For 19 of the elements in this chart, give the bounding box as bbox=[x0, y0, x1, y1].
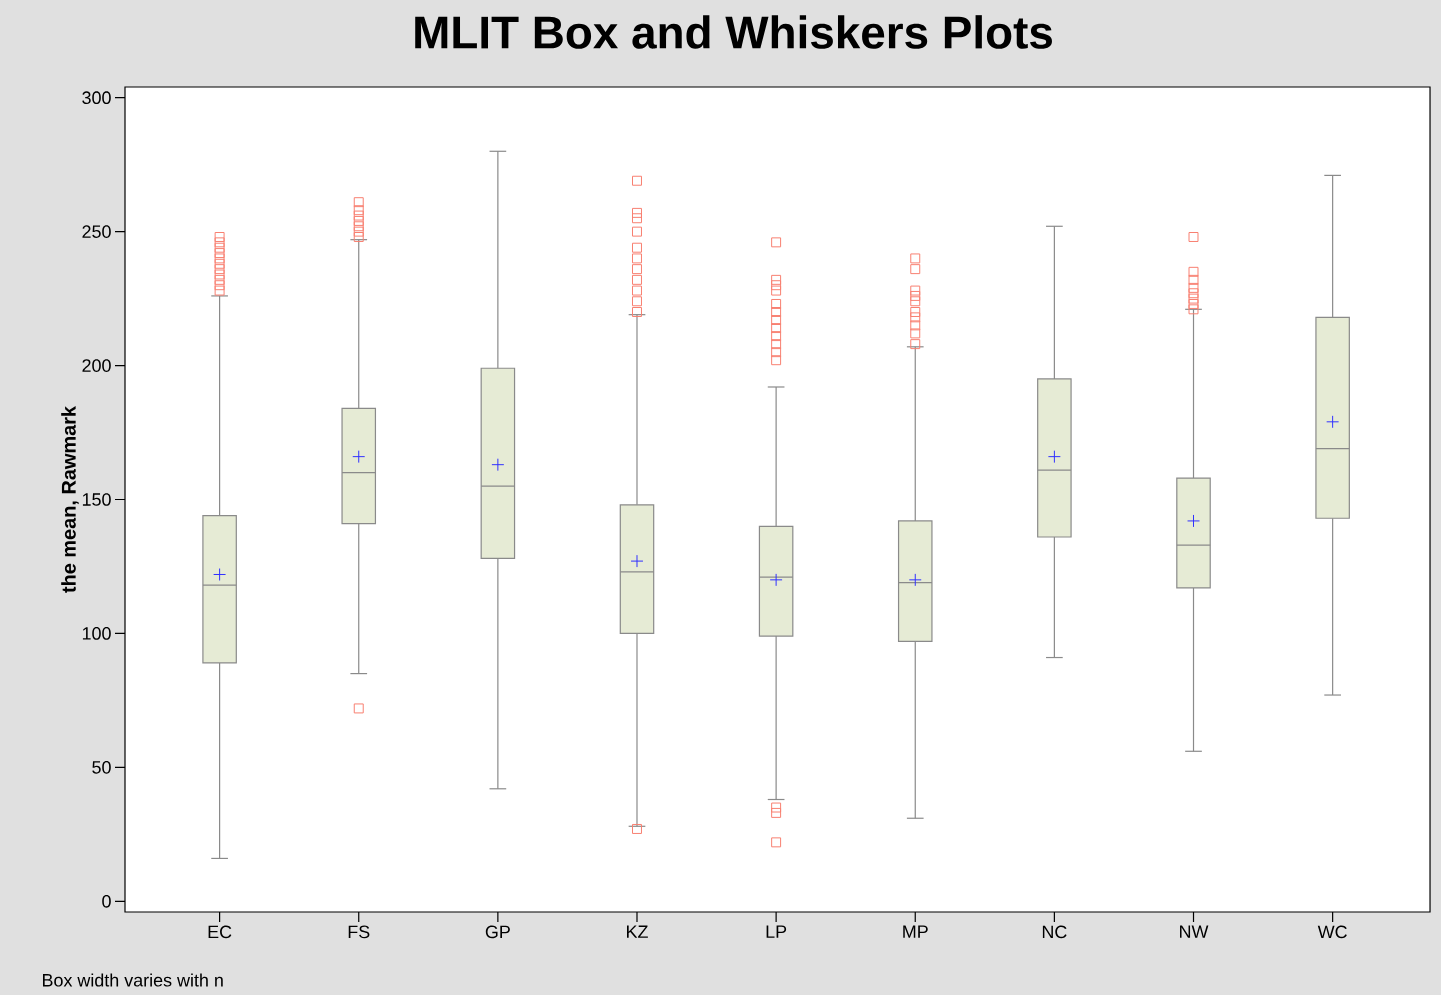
y-axis-title: the mean, Rawmark bbox=[61, 405, 79, 593]
x-tick-label: NW bbox=[1180, 925, 1209, 938]
x-tick-label: KZ bbox=[627, 925, 648, 938]
x-tick-label: LP bbox=[766, 925, 787, 938]
x-tick-label: WC bbox=[1317, 925, 1347, 939]
x-tick-label: GP bbox=[485, 925, 510, 939]
y-tick-label: 250 bbox=[82, 225, 111, 238]
text: Box width varies with n bbox=[42, 973, 223, 987]
x-tick-label: FS bbox=[348, 925, 370, 939]
y-tick-label: 50 bbox=[92, 761, 111, 774]
x-tick-label: MP bbox=[903, 925, 928, 938]
y-tick-label: 100 bbox=[82, 627, 111, 640]
y-tick-label: 150 bbox=[82, 493, 111, 506]
x-tick-label: NC bbox=[1042, 925, 1067, 939]
y-tick-label: 0 bbox=[102, 894, 111, 908]
x-tick-label: EC bbox=[208, 925, 232, 939]
y-tick-label: 200 bbox=[82, 359, 111, 372]
chart-title: MLIT Box and Whiskers Plots bbox=[415, 15, 1052, 49]
y-tick-label: 300 bbox=[82, 91, 111, 105]
